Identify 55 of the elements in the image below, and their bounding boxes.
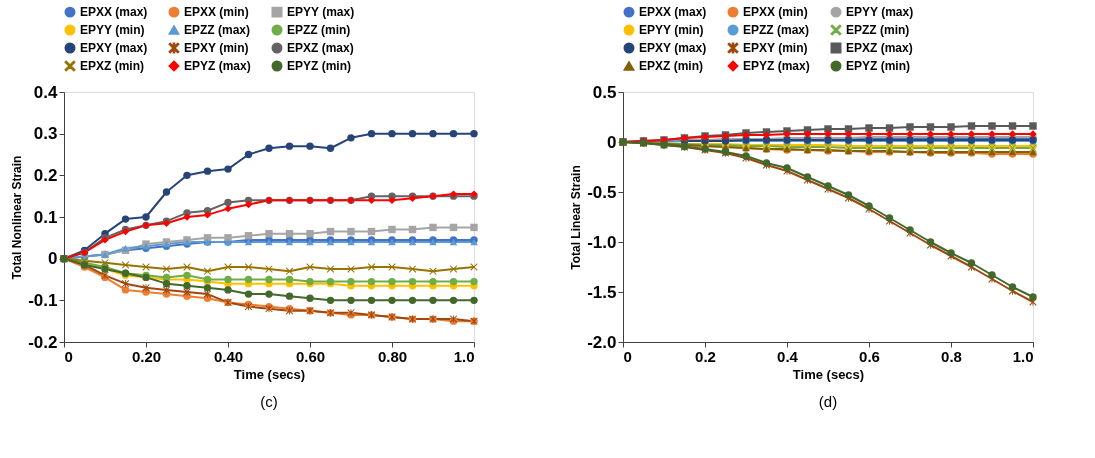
legend-label: EPYZ (max) [184,59,251,73]
x-tick-label: 0.8 [941,347,962,365]
x-tick-label: 1.0 [1012,347,1034,365]
y-tick-label: -0.5 [587,182,617,202]
y-tick-label: -1.0 [587,232,617,252]
legend-label: EPYY (min) [639,23,704,37]
text: (d) [818,393,838,410]
legend-label: EPZZ (min) [846,23,910,37]
x-tick-label: 0.60 [295,347,326,365]
y-tick-label: 0.2 [33,165,58,185]
x-axis-title: Time (secs) [233,366,306,382]
y-tick-label: -0.1 [28,290,58,310]
y-tick-label: 0 [48,249,58,269]
legend-label: EPYY (max) [287,5,355,20]
x-tick-label: 0 [64,347,73,365]
x-tick-label: 0.2 [695,347,716,365]
legend-label: EPZZ (min) [287,23,351,37]
legend-label: EPXX (max) [80,5,148,20]
legend-label: EPZZ (max) [743,23,810,37]
y-tick-label: 0.3 [33,124,58,144]
legend-label: EPXX (min) [743,5,808,20]
legend-label: EPYZ (min) [846,59,911,73]
x-tick-label: 0.6 [859,347,880,365]
x-tick-label: 0.80 [377,347,408,365]
legend-label: EPYZ (max) [743,59,810,73]
y-tick-label: -2.0 [587,332,617,352]
y-tick-label: -1.5 [587,282,617,302]
x-tick-label: 0.4 [777,347,799,365]
x-axis-title: Time (secs) [792,366,865,382]
legend-label: EPXZ (max) [287,41,354,55]
legend-label: EPYZ (min) [287,59,352,73]
legend-label: EPXZ (min) [80,59,145,73]
y-axis-title: Total Nonlinear Strain [10,155,25,280]
y-tick-label: 0 [607,132,617,152]
legend-label: EPXY (max) [639,41,707,55]
x-tick-label: 0.20 [131,347,162,365]
y-tick-label: 0.1 [33,207,58,227]
y-tick-label: -0.2 [28,332,58,352]
x-tick-label: 1.0 [453,347,475,365]
legend-label: EPXX (max) [639,5,707,20]
legend-label: EPYY (min) [80,23,145,37]
legend-label: EPXZ (max) [846,41,913,55]
x-tick-label: 0 [623,347,632,365]
legend-label: EPXZ (min) [639,59,704,73]
text: (c) [260,393,278,410]
y-tick-label: 0.4 [33,82,59,102]
legend-label: EPZZ (max) [184,23,251,37]
y-axis-title: Total Linear Strain [569,165,584,270]
legend-label: EPYY (max) [846,5,914,20]
legend-label: EPXY (min) [184,41,249,55]
legend-label: EPXY (max) [80,41,148,55]
y-tick-label: 0.5 [592,82,617,102]
legend-label: EPXX (min) [184,5,249,20]
legend-label: EPXY (min) [743,41,808,55]
x-tick-label: 0.40 [213,347,244,365]
